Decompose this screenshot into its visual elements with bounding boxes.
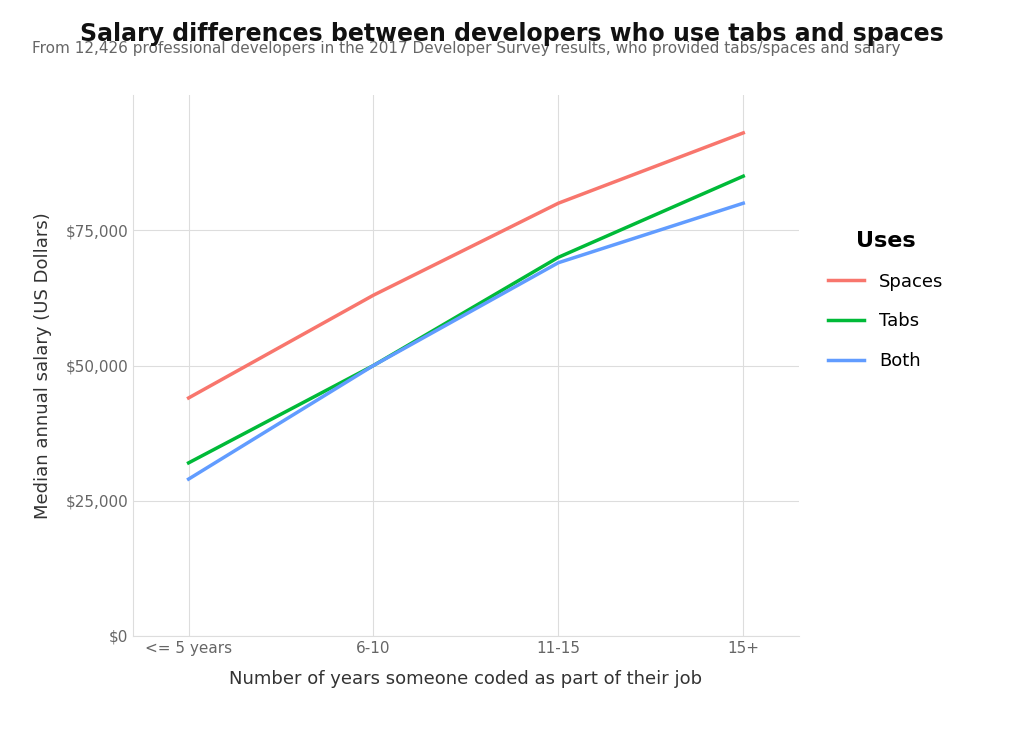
Text: Salary differences between developers who use tabs and spaces: Salary differences between developers wh… <box>80 22 944 46</box>
Title: From 12,426 professional developers in the 2017 Developer Survey results, who pr: From 12,426 professional developers in t… <box>32 42 900 56</box>
X-axis label: Number of years someone coded as part of their job: Number of years someone coded as part of… <box>229 670 702 688</box>
Legend: Spaces, Tabs, Both: Spaces, Tabs, Both <box>821 224 950 377</box>
Y-axis label: Median annual salary (US Dollars): Median annual salary (US Dollars) <box>34 212 51 519</box>
